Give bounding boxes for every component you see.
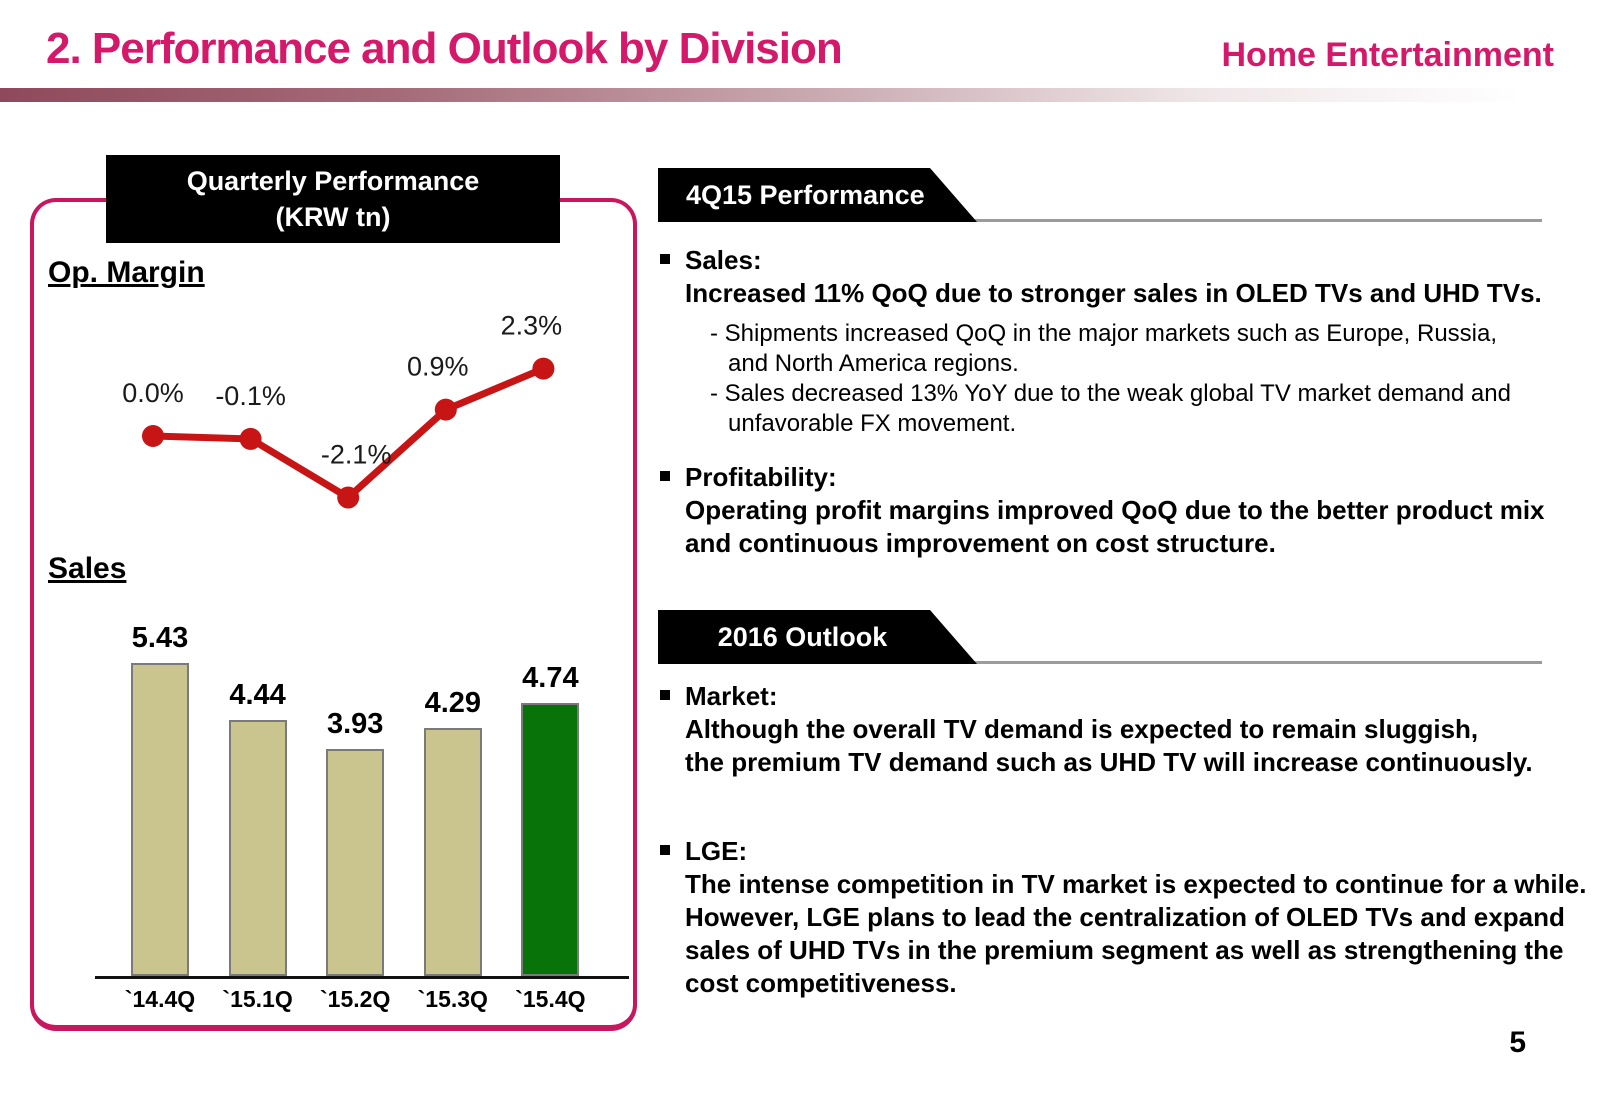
- bullet-body-line: the premium TV demand such as UHD TV wil…: [685, 747, 1533, 777]
- bullet-heading: LGE:: [685, 836, 748, 866]
- section-2016-outlook: 2016 Outlook Market: Although the overal…: [658, 610, 1587, 1000]
- bullet-body-line: The intense competition in TV market is …: [685, 869, 1587, 899]
- bullet-body-line: cost competitiveness.: [685, 968, 957, 998]
- sub-line: unfavorable FX movement.: [728, 410, 1017, 437]
- sales-value-label: 5.43: [131, 622, 189, 654]
- sales-value-label: 3.93: [326, 708, 384, 740]
- sales-value-label: 4.29: [424, 687, 482, 719]
- op-margin-point-`15.4Q: [532, 357, 555, 380]
- sales-bar-`15.4Q: [521, 703, 580, 976]
- bullet-body-line: Increased 11% QoQ due to stronger sales …: [685, 278, 1542, 308]
- sub-line: and North America regions.: [728, 350, 1019, 377]
- sales-category-label: `15.2Q: [320, 986, 391, 1012]
- panel-title-line1: Quarterly Performance: [186, 166, 480, 196]
- bullet-body-line: and continuous improvement on cost struc…: [685, 528, 1276, 558]
- banner-row: 4Q15 Performance: [658, 168, 1542, 222]
- banner-row: 2016 Outlook: [658, 610, 1542, 664]
- op-margin-value-label: 0.0%: [122, 378, 184, 408]
- sub-bullets: - Shipments increased QoQ in the major m…: [685, 319, 1542, 439]
- bullet-sales: Sales: Increased 11% QoQ due to stronger…: [658, 244, 1542, 439]
- panel-title-line2: (KRW tn): [275, 202, 391, 232]
- sales-category-label: `15.1Q: [222, 986, 293, 1012]
- bar-chart-baseline: [95, 976, 629, 979]
- op-margin-value-label: 2.3%: [501, 311, 563, 341]
- page-title: 2. Performance and Outlook by Division: [46, 24, 843, 73]
- banner-4q15-performance: 4Q15 Performance: [658, 168, 977, 222]
- sub-line: - Sales decreased 13% YoY due to the wea…: [710, 380, 1511, 407]
- bullet-body-line: sales of UHD TVs in the premium segment …: [685, 935, 1564, 965]
- op-margin-value-label: -2.1%: [321, 440, 392, 470]
- banner-rule: [658, 219, 1542, 222]
- sales-category-label: `15.3Q: [417, 986, 488, 1012]
- sales-bar-`15.1Q: [228, 720, 287, 976]
- sales-label: Sales: [48, 552, 127, 585]
- sales-category-label: `14.4Q: [124, 986, 196, 1012]
- bullet-profitability: Profitability: Operating profit margins …: [658, 461, 1545, 560]
- header-divider-gradient: [0, 88, 1600, 102]
- sales-value-label: 4.44: [229, 679, 286, 711]
- sales-bar-chart: 5.43 `14.4Q 4.44 `15.1Q 3.93 `15.2Q 4.29 `15.3Q…: [95, 620, 629, 1012]
- op-margin-point-`14.4Q: [142, 425, 164, 447]
- op-margin-point-`15.3Q: [434, 398, 457, 421]
- op-margin-label: Op. Margin: [48, 256, 205, 289]
- bullet-lge: LGE: The intense competition in TV marke…: [658, 835, 1587, 1000]
- bullet-heading: Sales:: [685, 245, 762, 275]
- op-margin-line-chart: 0.0% -0.1% -2.1% 0.9% 2.3%: [122, 311, 563, 509]
- op-margin-value-label: 0.9%: [407, 352, 469, 382]
- sub-line: - Shipments increased QoQ in the major m…: [710, 320, 1498, 347]
- op-margin-point-`15.1Q: [239, 427, 262, 450]
- sales-category-label: `15.4Q: [515, 986, 586, 1012]
- panel-title-box: Quarterly Performance (KRW tn): [106, 155, 560, 243]
- page-number: 5: [1509, 1026, 1526, 1059]
- banner-2016-outlook: 2016 Outlook: [658, 610, 977, 664]
- section-4q15-performance: 4Q15 Performance Sales: Increased 11% Qo…: [658, 168, 1545, 560]
- sales-bar-`15.3Q: [423, 728, 482, 976]
- op-margin-line: [152, 365, 545, 502]
- bullet-heading: Profitability:: [685, 462, 837, 492]
- op-margin-value-label: -0.1%: [215, 381, 286, 411]
- op-margin-point-`15.2Q: [337, 486, 360, 509]
- bullet-market: Market: Although the overall TV demand i…: [658, 680, 1542, 779]
- division-title: Home Entertainment: [1221, 36, 1555, 74]
- sales-bar-`14.4Q: [131, 663, 189, 976]
- bullet-body-line: Operating profit margins improved QoQ du…: [685, 495, 1545, 525]
- sales-value-label: 4.74: [522, 662, 579, 694]
- banner-rule: [658, 661, 1542, 664]
- bullet-body-line: Although the overall TV demand is expect…: [685, 714, 1479, 744]
- bullet-body-line: However, LGE plans to lead the centraliz…: [685, 902, 1565, 932]
- sales-bar-`15.2Q: [326, 749, 385, 976]
- bullet-heading: Market:: [685, 681, 778, 711]
